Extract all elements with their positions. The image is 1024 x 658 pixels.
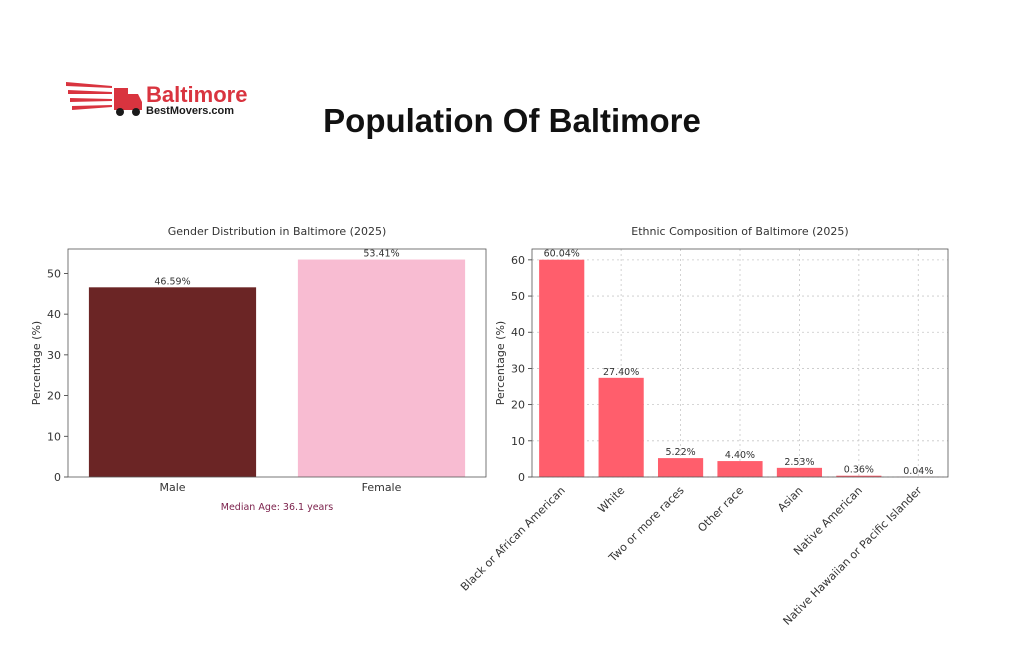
data-label: 53.41% — [363, 249, 399, 260]
median-age-note: Median Age: 36.1 years — [221, 502, 334, 513]
x-tick-label: Male — [159, 481, 185, 494]
x-tick-label: Asian — [775, 484, 805, 514]
x-tick-label: Female — [362, 481, 402, 494]
data-label: 2.53% — [784, 457, 814, 468]
x-tick-label: White — [595, 484, 627, 516]
x-tick-label: Other race — [695, 484, 746, 535]
data-label: 46.59% — [154, 276, 190, 287]
bar — [776, 467, 823, 477]
truck-icon — [66, 82, 142, 116]
y-axis-label: Percentage (%) — [30, 321, 43, 405]
logo-line2: BestMovers.com — [146, 105, 234, 117]
bar — [539, 259, 585, 477]
bar — [717, 461, 763, 477]
chart-title: Gender Distribution in Baltimore (2025) — [168, 225, 387, 238]
data-label: 27.40% — [603, 367, 639, 378]
logo-line1: Baltimore — [146, 82, 247, 107]
plot-frame — [67, 248, 487, 478]
plot-frame — [531, 248, 949, 478]
bar — [836, 475, 882, 477]
bar — [657, 458, 704, 477]
y-tick-label: 60 — [511, 254, 525, 267]
y-tick-label: 10 — [47, 430, 61, 443]
data-label: 0.36% — [844, 465, 874, 476]
y-tick-label: 10 — [511, 435, 525, 448]
y-tick-label: 20 — [511, 399, 525, 412]
bar — [598, 377, 644, 477]
y-axis-label: Percentage (%) — [494, 321, 507, 405]
data-label: 5.22% — [665, 447, 695, 458]
bar — [297, 259, 466, 477]
y-tick-label: 0 — [54, 471, 61, 484]
y-tick-label: 30 — [511, 362, 525, 375]
data-label: 4.40% — [725, 450, 755, 461]
bar — [88, 287, 257, 477]
x-tick-label: Black or African American — [458, 484, 568, 594]
y-tick-label: 0 — [518, 471, 525, 484]
y-tick-label: 40 — [511, 326, 525, 339]
company-logo: Baltimore BestMovers.com — [66, 82, 247, 117]
page-title: Population Of Baltimore — [323, 102, 701, 139]
y-tick-label: 30 — [47, 349, 61, 362]
y-tick-label: 40 — [47, 308, 61, 321]
chart-title: Ethnic Composition of Baltimore (2025) — [631, 225, 848, 238]
data-label: 0.04% — [903, 466, 933, 477]
y-tick-label: 20 — [47, 390, 61, 403]
data-label: 60.04% — [544, 249, 580, 260]
y-tick-label: 50 — [47, 267, 61, 280]
y-tick-label: 50 — [511, 290, 525, 303]
